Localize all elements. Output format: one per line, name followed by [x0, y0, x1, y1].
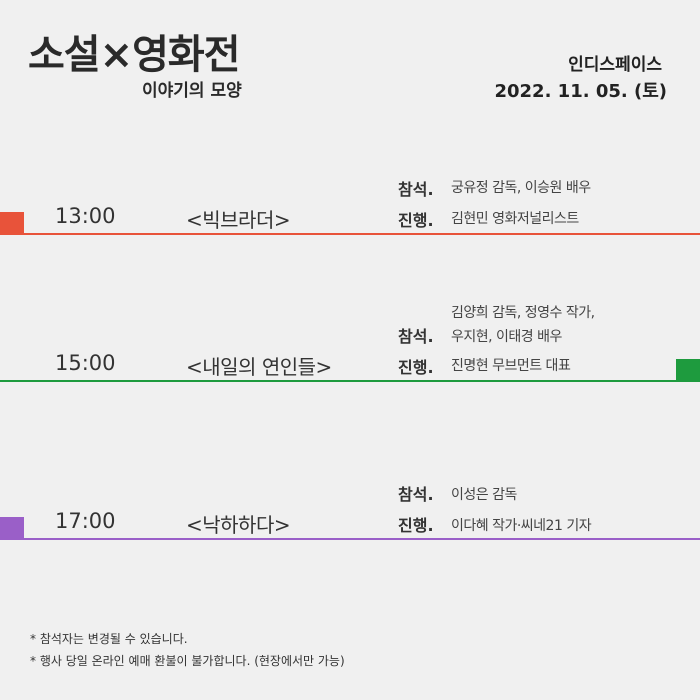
page-subtitle: 이야기의 모양	[142, 81, 242, 101]
session-divider	[0, 380, 700, 382]
host-label: 진행.	[398, 516, 434, 535]
film-title: <낙하하다>	[186, 513, 291, 537]
guest-list-line-2: 우지현, 이태경 배우	[451, 329, 562, 345]
session-time: 13:00	[55, 204, 116, 228]
guest-list: 궁유정 감독, 이승원 배우	[451, 180, 591, 196]
host-name: 김현민 영화저널리스트	[451, 211, 579, 227]
film-title: <내일의 연인들>	[186, 355, 332, 379]
guest-label: 참석.	[398, 180, 434, 199]
session-time: 17:00	[55, 509, 116, 533]
host-name: 이다혜 작가·씨네21 기자	[451, 518, 592, 534]
host-name: 진명현 무브먼트 대표	[451, 358, 571, 374]
guest-list: 이성은 감독	[451, 487, 517, 503]
page-title: 소설×영화전	[28, 32, 241, 78]
session-color-marker	[0, 517, 24, 539]
guest-list-line-1: 김양희 감독, 정영수 작가,	[451, 305, 595, 321]
session-divider	[0, 233, 700, 235]
film-title: <빅브라더>	[186, 208, 291, 232]
host-label: 진행.	[398, 358, 434, 377]
session-time: 15:00	[55, 351, 116, 375]
guest-label: 참석.	[398, 485, 434, 504]
footnotes: * 참석자는 변경될 수 있습니다. * 행사 당일 온라인 예매 환불이 불가…	[30, 628, 345, 672]
guest-label: 참석.	[398, 327, 434, 346]
session-divider	[0, 538, 700, 540]
event-date: 2022. 11. 05. (토)	[494, 81, 667, 102]
session-1500: 15:00 <내일의 연인들> 김양희 감독, 정영수 작가, 참석. 우지현,…	[0, 305, 700, 382]
host-label: 진행.	[398, 211, 434, 230]
footnote-1: * 참석자는 변경될 수 있습니다.	[30, 632, 188, 646]
session-1300: 13:00 <빅브라더> 참석. 궁유정 감독, 이승원 배우 진행. 김현민 …	[0, 180, 700, 235]
footnote-2: * 행사 당일 온라인 예매 환불이 불가합니다. (현장에서만 가능)	[30, 654, 345, 668]
session-color-marker	[676, 359, 700, 381]
session-1700: 17:00 <낙하하다> 참석. 이성은 감독 진행. 이다혜 작가·씨네21 …	[0, 485, 700, 540]
session-color-marker	[0, 212, 24, 234]
venue: 인디스페이스	[568, 55, 662, 75]
